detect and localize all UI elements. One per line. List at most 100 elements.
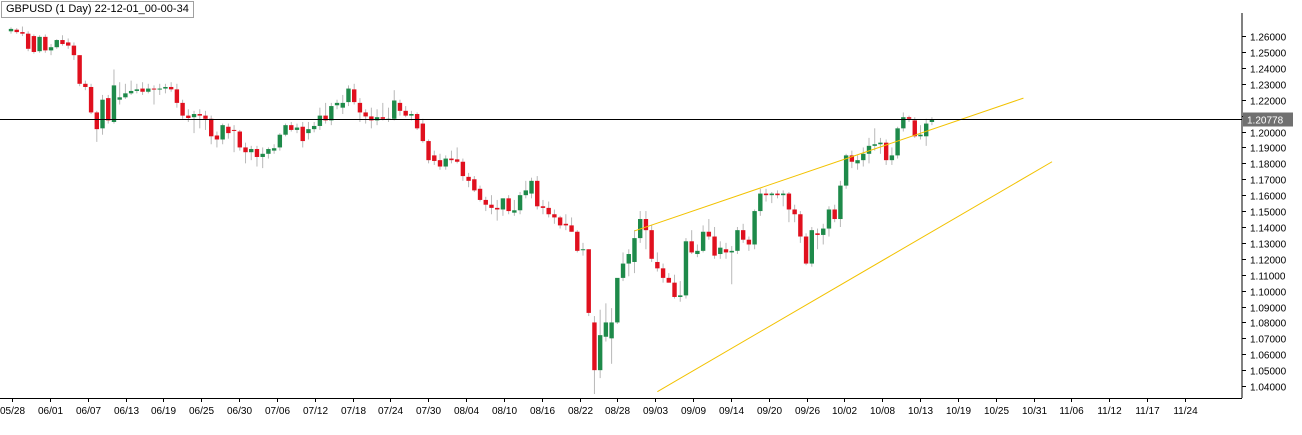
candle-bullish [283,123,288,137]
candle-bearish [369,107,374,129]
candle-bullish [735,226,740,255]
time-tick-label: 06/19 [151,406,176,417]
candle-body [20,32,25,34]
candle-body [237,131,242,148]
candle-bearish [66,38,71,49]
candle-bearish [849,150,855,169]
candle-body [214,135,220,140]
candle-body [500,198,506,210]
candle-body [392,100,397,119]
candle-bullish [54,39,59,49]
candle-bullish [317,107,323,130]
candle-bullish [409,110,414,121]
candle-bullish [117,82,122,105]
candle-body [374,117,380,121]
price-tick-label: 1.24000 [1250,65,1287,76]
candle-body [929,119,935,122]
candle-bearish [906,115,912,122]
time-tick-label: 08/22 [568,406,593,417]
time-tick-label: 06/25 [189,406,214,417]
candle-body [140,88,145,92]
price-tick-label: 1.06000 [1250,351,1287,362]
candle-body [460,161,466,177]
price-tick-label: 1.15000 [1250,208,1287,219]
candle-bullish [8,27,14,34]
candle-bullish [609,308,614,364]
candle-body [769,193,774,196]
price-tick-label: 1.22000 [1250,97,1287,108]
candle-bullish [638,211,643,243]
candle-bullish [855,155,860,170]
time-tick-label: 07/06 [265,406,290,417]
price-tick-label: 1.20000 [1250,129,1287,140]
candle-body [454,159,460,162]
candle-body [632,238,637,262]
candle-body [352,89,357,103]
price-tick-label: 1.11000 [1250,272,1286,283]
candle-body [918,134,923,137]
price-tick-label: 1.07000 [1250,335,1287,346]
candle-bearish [495,199,500,221]
candle-body [781,193,786,196]
candle-bearish [426,139,431,164]
candle-body [466,176,471,181]
candle-body [88,86,94,113]
candle-bearish [649,225,654,262]
candle-bearish [168,82,174,92]
candle-body [277,134,283,148]
time-tick-label: 09/14 [719,406,744,417]
candle-bullish [277,133,283,151]
candle-bearish [483,196,488,212]
price-tick-label: 1.05000 [1250,367,1287,378]
candle-body [186,115,191,118]
time-tick-label: 07/24 [378,406,403,417]
candle-body [168,86,174,90]
time-tick-label: 10/02 [832,406,857,417]
candle-body [546,207,551,215]
candle-body [729,250,734,253]
candle-bullish [157,83,162,95]
candle-body [700,231,706,251]
candle-body [477,188,483,200]
candle-body [106,98,111,121]
candle-bullish [872,128,877,151]
price-tick-label: 1.08000 [1250,319,1287,330]
candle-bearish [77,55,82,87]
candle-body [821,228,826,235]
candle-bullish [128,80,134,95]
candle-body [8,28,14,32]
time-tick-label: 08/16 [530,406,555,417]
candle-bearish [460,158,466,181]
candle-bearish [506,195,511,215]
candle-bullish [683,238,689,299]
candle-bearish [323,102,328,124]
time-tick-label: 09/03 [643,406,668,417]
time-tick-label: 10/19 [946,406,971,417]
time-tick-label: 10/25 [984,406,1009,417]
candle-body [517,195,523,211]
candle-body [426,141,431,161]
price-tick-label: 1.09000 [1250,304,1287,315]
candle-bullish [758,188,763,216]
candle-bearish [203,110,208,130]
candle-bullish [695,244,700,258]
price-tick-label: 1.13000 [1250,240,1287,251]
candle-bullish [895,126,900,159]
candle-bearish [569,217,574,232]
candle-bearish [540,199,546,215]
candle-bearish [546,201,551,218]
candle-bullish [500,198,506,216]
candle-bearish [689,230,694,255]
candle-bearish [437,153,443,170]
candle-bullish [266,147,271,159]
candle-body [449,158,454,161]
candle-bullish [838,180,843,227]
candle-bearish [403,106,408,118]
candle-body [924,123,929,137]
candle-body [397,102,403,111]
candle-body [311,125,317,130]
price-tick-label: 1.26000 [1250,33,1287,44]
price-tick-label: 1.04000 [1250,383,1287,394]
